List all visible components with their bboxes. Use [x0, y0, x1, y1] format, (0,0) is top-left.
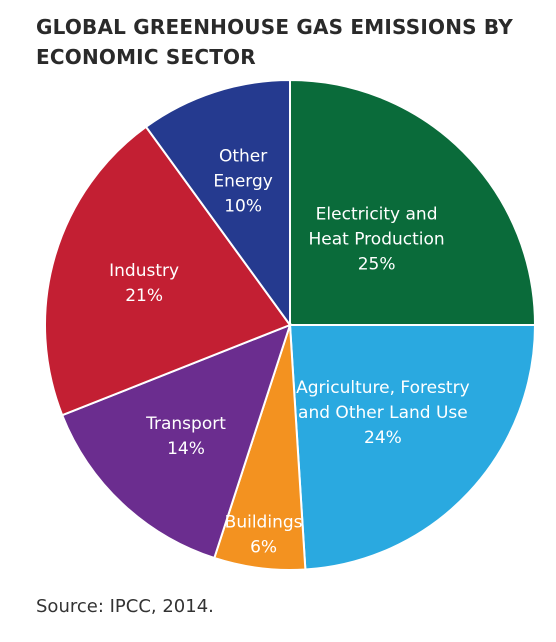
slice-label-line: Electricity and [316, 204, 438, 224]
slice-percent: 25% [358, 254, 396, 274]
slice-label-line: Industry [109, 261, 179, 281]
chart-title: GLOBAL GREENHOUSE GAS EMISSIONS BY ECONO… [36, 15, 513, 69]
slice-percent: 10% [224, 197, 262, 217]
slice-label-line: Energy [213, 172, 273, 192]
slice-percent: 24% [364, 428, 402, 448]
slice-label-industry: Industry 21% [109, 261, 179, 306]
pie-slices [44, 78, 537, 571]
slice-label-transport: Transport 14% [145, 414, 226, 459]
slice-label-line: Heat Production [309, 229, 445, 249]
slice-label-agriculture-forestry-and-other-land-use: Agriculture, Forestry and Other Land Use 2… [296, 378, 470, 448]
slice-label-buildings: Buildings 6% [225, 513, 303, 558]
slice-label-line: Transport [145, 414, 226, 434]
slice-label-electricity-and-heat-production: Electricity and Heat Production 25% [309, 204, 445, 274]
pie-slice-transport [60, 323, 292, 560]
slice-percent: 14% [167, 439, 205, 459]
pie-labels: Electricity and Heat Production 25% Agricul… [109, 147, 470, 558]
source-note: Source: IPCC, 2014. [36, 596, 214, 617]
slice-percent: 6% [250, 538, 277, 558]
pie-slice-agriculture-forestry-and-other-land-use [288, 324, 537, 571]
pie-slice-industry [44, 125, 292, 417]
pie-slice-electricity-and-heat-production [289, 78, 537, 326]
slice-label-line: Buildings [225, 513, 303, 533]
slice-label-line: and Other Land Use [298, 403, 468, 423]
slice-label-line: Other [219, 147, 267, 167]
pie-slice-other-energy [144, 78, 291, 329]
slice-percent: 21% [125, 286, 163, 306]
slice-label-line: Agriculture, Forestry [296, 378, 470, 398]
slice-label-other-energy: Other Energy 10% [213, 147, 273, 217]
